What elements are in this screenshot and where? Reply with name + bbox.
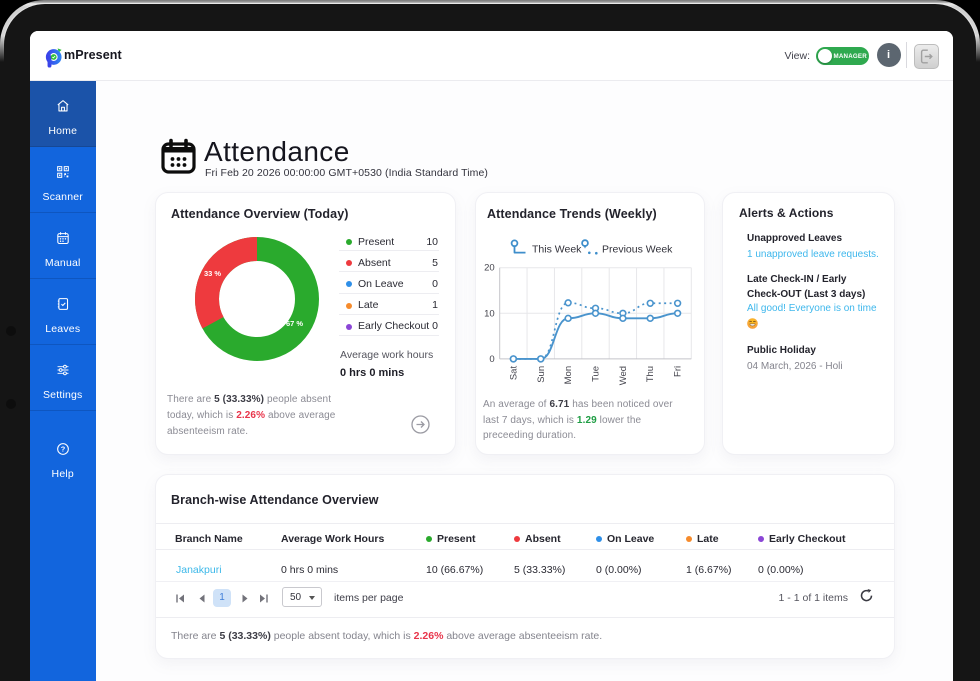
svg-text:Tue: Tue (591, 366, 602, 382)
svg-text:Mon: Mon (563, 366, 574, 384)
svg-text:20: 20 (484, 263, 495, 274)
svg-text:Sun: Sun (536, 366, 547, 383)
svg-text:10: 10 (484, 308, 495, 319)
svg-text:Thu: Thu (645, 366, 656, 382)
svg-text:Sat: Sat (508, 366, 519, 381)
svg-text:Previous Week: Previous Week (602, 243, 673, 255)
svg-text:0: 0 (489, 354, 494, 365)
svg-text:This Week: This Week (532, 243, 582, 255)
svg-text:Wed: Wed (618, 366, 629, 385)
svg-text:Fri: Fri (673, 366, 684, 377)
svg-text:?: ? (60, 444, 65, 453)
